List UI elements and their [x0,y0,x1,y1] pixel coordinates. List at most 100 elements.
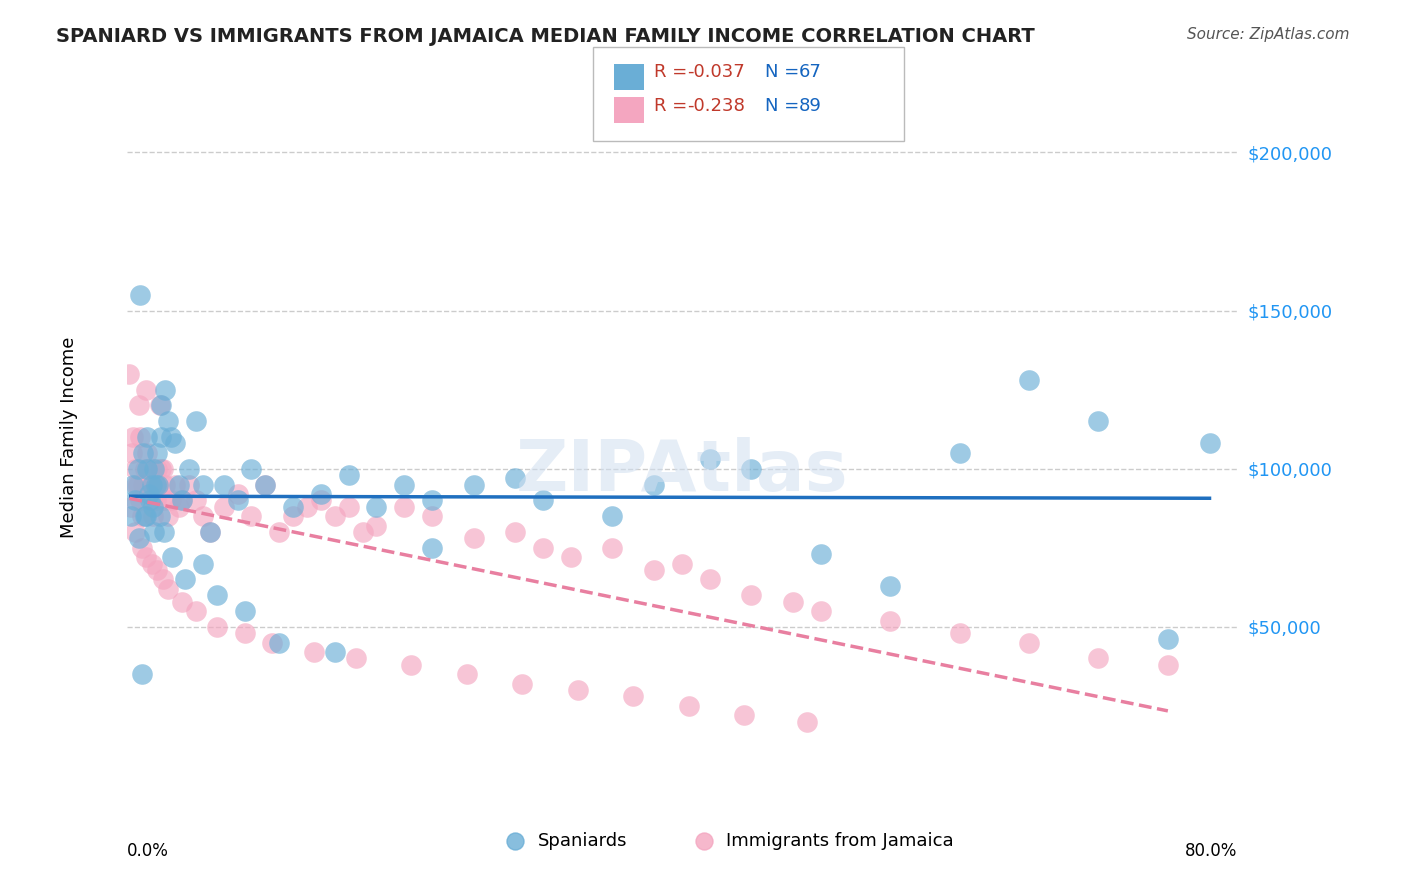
Point [212,500,235,514]
Point [122,430,145,444]
Point [139,493,162,508]
Point [124,493,146,508]
Text: ZIPAtlas: ZIPAtlas [516,437,848,507]
Point [122,477,145,491]
Point [567,683,589,698]
Point [191,509,214,524]
Point [191,477,214,491]
Point [1018,373,1040,387]
Point [120,500,142,514]
Point [128,399,150,413]
Point [173,573,195,587]
Point [145,493,167,508]
Point [226,493,249,508]
Point [132,477,155,491]
Point [949,626,972,640]
Point [879,614,901,628]
Point [131,667,153,681]
Point [120,778,142,792]
Point [129,430,152,444]
Point [172,493,194,508]
Text: R =: R = [654,62,693,80]
Point [134,461,156,475]
Point [262,635,284,649]
Point [135,550,157,565]
Point [233,626,256,640]
Text: N =: N = [765,97,806,115]
Point [177,461,200,475]
Point [198,524,221,539]
Point [148,477,170,491]
Point [132,446,155,460]
Point [366,500,388,514]
Text: N =: N = [765,62,806,80]
Point [1018,635,1040,649]
Text: 89: 89 [799,97,821,115]
Point [152,573,174,587]
Y-axis label: Median Family Income: Median Family Income [60,336,77,538]
Point [122,778,145,792]
Point [949,446,972,460]
Point [198,524,221,539]
Point [1087,651,1109,665]
Point [172,594,194,608]
Point [269,524,291,539]
Point [394,477,416,491]
Point [323,509,346,524]
Point [420,493,443,508]
Text: Source: ZipAtlas.com: Source: ZipAtlas.com [1187,27,1350,42]
Point [138,461,160,475]
Point [456,667,478,681]
Point [135,509,157,524]
Point [643,477,665,491]
Text: R =: R = [654,97,693,115]
Point [125,477,148,491]
Point [503,471,526,485]
Point [135,383,157,397]
Point [146,446,169,460]
Point [254,477,277,491]
Point [1157,657,1180,672]
Point [240,509,263,524]
Point [150,461,173,475]
Point [352,524,374,539]
Point [134,509,156,524]
Text: 67: 67 [799,62,821,80]
Point [366,518,388,533]
Point [157,509,180,524]
Point [150,430,173,444]
Point [602,509,624,524]
Point [127,461,149,475]
Point [184,414,207,428]
Point [191,557,214,571]
Point [643,563,665,577]
Point [141,493,163,508]
FancyBboxPatch shape [614,97,644,122]
Point [184,604,207,618]
Point [337,468,360,483]
Point [184,493,207,508]
Text: -0.238: -0.238 [688,97,745,115]
Point [136,446,159,460]
Point [148,477,170,491]
Point [165,436,187,450]
FancyBboxPatch shape [614,64,644,90]
Point [295,500,318,514]
Point [281,500,305,514]
Point [309,487,332,501]
Point [143,461,166,475]
Text: 80.0%: 80.0% [1185,842,1237,860]
Point [810,547,832,561]
Point [131,541,153,555]
Point [205,620,228,634]
Point [678,698,700,713]
Point [281,509,305,524]
Point [153,524,176,539]
Point [146,461,169,475]
Point [155,383,177,397]
Point [169,500,191,514]
Point [602,541,624,555]
Point [142,509,165,524]
Point [699,452,721,467]
Point [205,588,228,602]
